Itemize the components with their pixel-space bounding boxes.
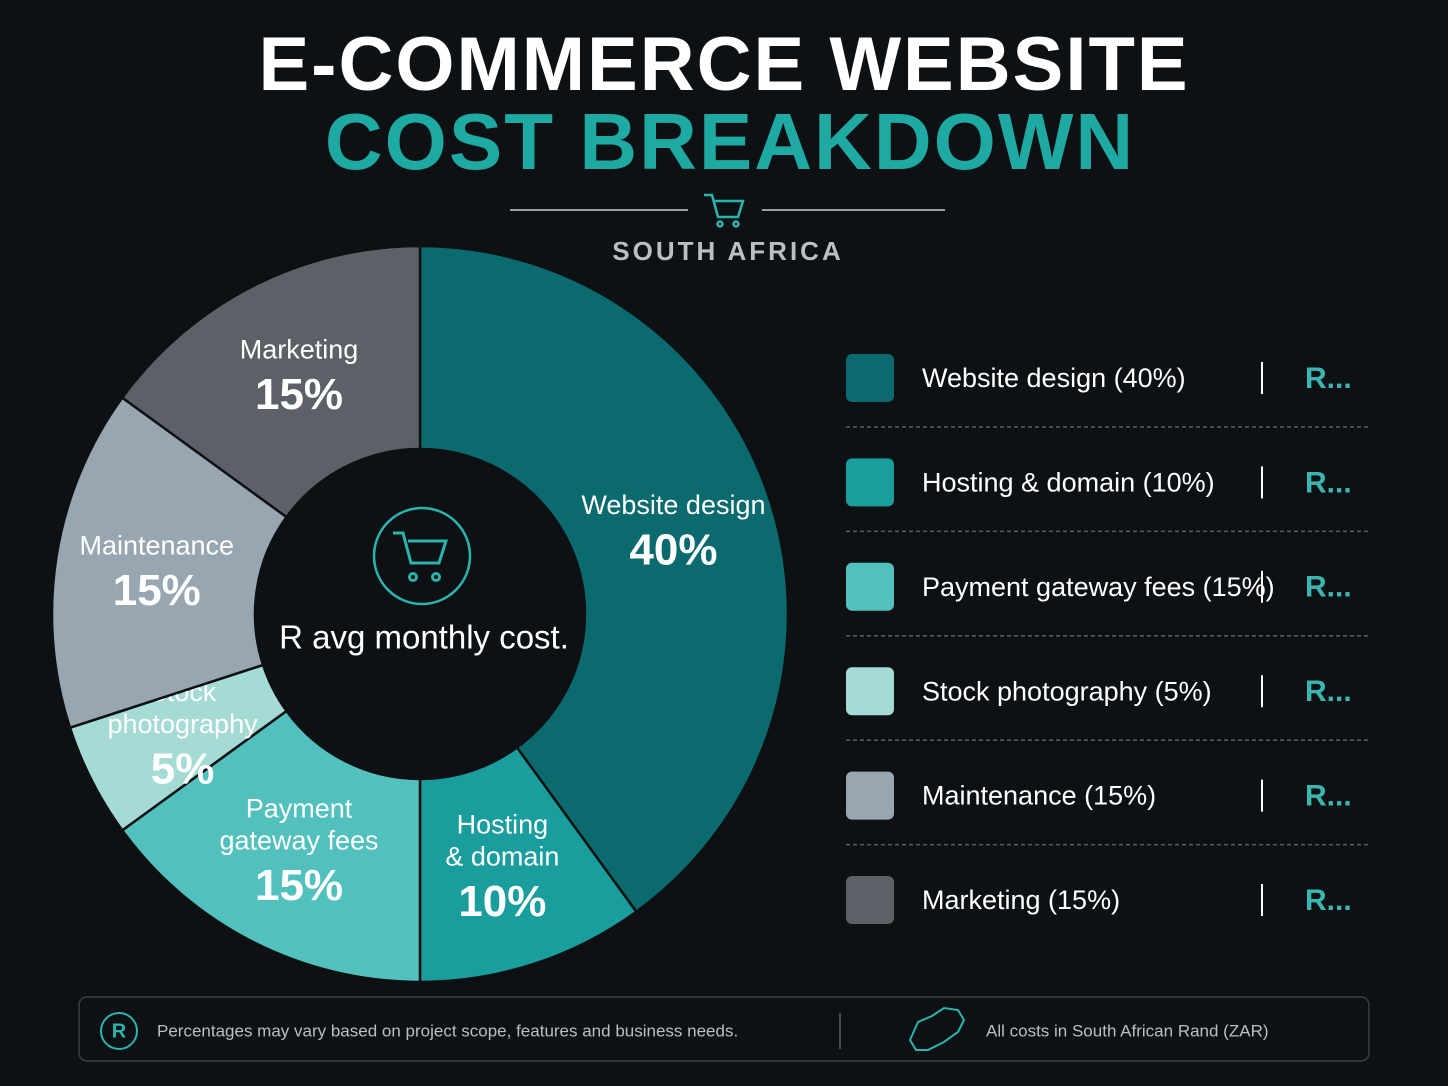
footer-icon: R (112, 1020, 127, 1042)
slice (120, 244, 422, 519)
slice (418, 745, 639, 984)
slice-label: gateway fees (219, 826, 378, 856)
legend-label: Marketing (15%) (922, 885, 1120, 915)
slice-label: Payment (246, 794, 353, 824)
center-cart-icon (393, 531, 449, 582)
legend-label: Hosting & domain (10%) (922, 468, 1215, 498)
footer-currency: All costs in South African Rand (ZAR) (986, 1021, 1269, 1040)
cart-icon (704, 193, 745, 228)
donut-chart: Website design 40% Hosting& domain 10% Payme… (50, 244, 790, 984)
slice-label: Maintenance (79, 530, 234, 560)
footer-icon-ring (100, 1012, 138, 1050)
legend-amount: R... (1305, 362, 1352, 395)
legend-swatch (846, 876, 894, 924)
legend-amount: R... (1305, 884, 1352, 917)
slice (418, 244, 790, 914)
slice-label: Hosting (457, 810, 549, 840)
legend-swatch (846, 458, 894, 507)
subtitle: SOUTH AFRICA (612, 236, 843, 266)
legend-label: Maintenance (15%) (922, 781, 1156, 811)
slice-value-label: 40% (629, 525, 717, 574)
slice-value-label: 10% (458, 877, 546, 926)
legend-label: Stock photography (5%) (922, 676, 1212, 706)
legend-swatch (846, 354, 894, 402)
center-label: R avg monthly cost. (279, 619, 569, 656)
slice-label: Website design (581, 490, 765, 520)
legend-amount: R... (1305, 675, 1352, 708)
slice-label: photography (107, 709, 258, 739)
slice-value-label: 15% (255, 861, 343, 910)
map-icon (908, 1006, 966, 1051)
footer-box (78, 996, 1370, 1062)
slice-value-label: 15% (113, 566, 201, 615)
legend-swatch (846, 667, 894, 716)
slice-value-label: 5% (151, 745, 215, 794)
center-icon-ring (372, 506, 472, 606)
legend-label: Payment gateway fees (15%) (922, 572, 1275, 602)
title-highlight: COST BREAKDOWN (325, 97, 1135, 186)
legend: Website design (40%) R... Hosting & domain… (846, 354, 1368, 924)
title: E-COMMERCE WEBSITE (258, 22, 1189, 107)
slice-label: Marketing (240, 335, 359, 365)
slice (50, 395, 289, 730)
slice-value-label: 15% (255, 370, 343, 419)
legend-amount: R... (1305, 571, 1352, 604)
legend-amount: R... (1305, 780, 1352, 813)
slice (120, 709, 422, 984)
legend-label: Website design (40%) (922, 363, 1186, 393)
legend-swatch (846, 771, 894, 820)
legend-swatch (846, 562, 894, 611)
footer-note: Percentages may vary based on project sc… (157, 1021, 738, 1040)
slice-label: & domain (445, 842, 559, 872)
legend-amount: R... (1305, 466, 1352, 499)
